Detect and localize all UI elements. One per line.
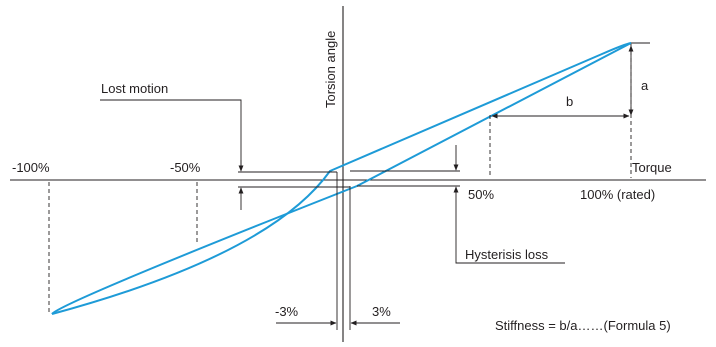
formula-text: Stiffness = b/a……(Formula 5) bbox=[495, 318, 671, 333]
x-axis-label: Torque bbox=[632, 160, 672, 175]
hysteresis-loop-lower bbox=[51, 42, 632, 315]
lost-motion-label: Lost motion bbox=[101, 81, 168, 96]
pos100-tick-label: 100% (rated) bbox=[580, 187, 655, 202]
b-label: b bbox=[566, 94, 573, 109]
pos50-tick-label: 50% bbox=[468, 187, 494, 202]
hysteresis-loop-upper bbox=[51, 42, 632, 315]
neg50-tick-label: -50% bbox=[170, 160, 201, 175]
hysteresis-loss-label: Hysterisis loss bbox=[465, 247, 549, 262]
hysteresis-loss-leader bbox=[455, 215, 565, 264]
lost-motion-leader bbox=[100, 99, 242, 168]
neg100-tick-label: -100% bbox=[12, 160, 50, 175]
neg3-label: -3% bbox=[275, 304, 299, 319]
pos3-label: 3% bbox=[372, 304, 391, 319]
a-label: a bbox=[641, 78, 649, 93]
y-axis-label: Torsion angle bbox=[323, 31, 338, 108]
